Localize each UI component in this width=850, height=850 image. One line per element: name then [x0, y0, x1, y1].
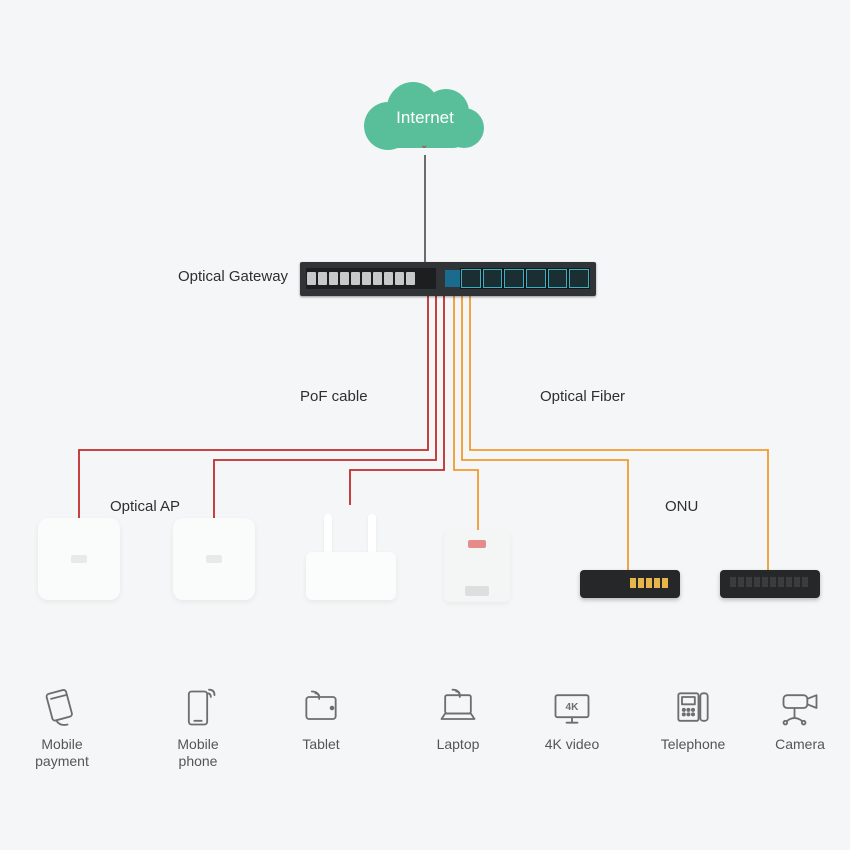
- laptop-label: Laptop: [413, 736, 503, 753]
- onu-device-1: [580, 570, 680, 598]
- optical-ap-device-2: [173, 518, 255, 600]
- optical-ap-device-1: [38, 518, 120, 600]
- camera-label: Camera: [755, 736, 845, 753]
- mini-ap-device: [444, 530, 510, 602]
- fiber-lines: [454, 296, 768, 570]
- optical-fiber-label: Optical Fiber: [540, 388, 625, 405]
- tablet-label: Tablet: [276, 736, 366, 753]
- optical-ap-label: Optical AP: [110, 498, 180, 515]
- gateway-right-ports: [460, 268, 590, 289]
- gateway-left-ports: [306, 268, 436, 289]
- phone-icon: [176, 686, 220, 730]
- telephone-label: Telephone: [648, 736, 738, 753]
- svg-text:4K: 4K: [566, 702, 580, 713]
- diagram-canvas: Internet ⌄ Optical Gateway PoF cable Opt…: [0, 0, 850, 850]
- phone-label: Mobilephone: [153, 736, 243, 770]
- tv4k-label: 4K video: [527, 736, 617, 753]
- onu-label: ONU: [665, 498, 698, 515]
- pof-cable-label: PoF cable: [300, 388, 368, 405]
- pof-lines: [79, 296, 444, 518]
- payment-icon: [40, 686, 84, 730]
- laptop-icon: [436, 686, 480, 730]
- optical-gateway-device: [300, 262, 596, 296]
- onu-device-2: [720, 570, 820, 598]
- internet-label: Internet: [395, 108, 455, 128]
- gateway-label: Optical Gateway: [178, 268, 288, 285]
- telephone-icon: [671, 686, 715, 730]
- cloud-chevron-icon: ⌄: [420, 140, 428, 151]
- tv4k-icon: 4K: [550, 686, 594, 730]
- tablet-icon: [299, 686, 343, 730]
- camera-icon: [778, 686, 822, 730]
- router-device: [306, 505, 396, 601]
- payment-label: Mobilepayment: [17, 736, 107, 770]
